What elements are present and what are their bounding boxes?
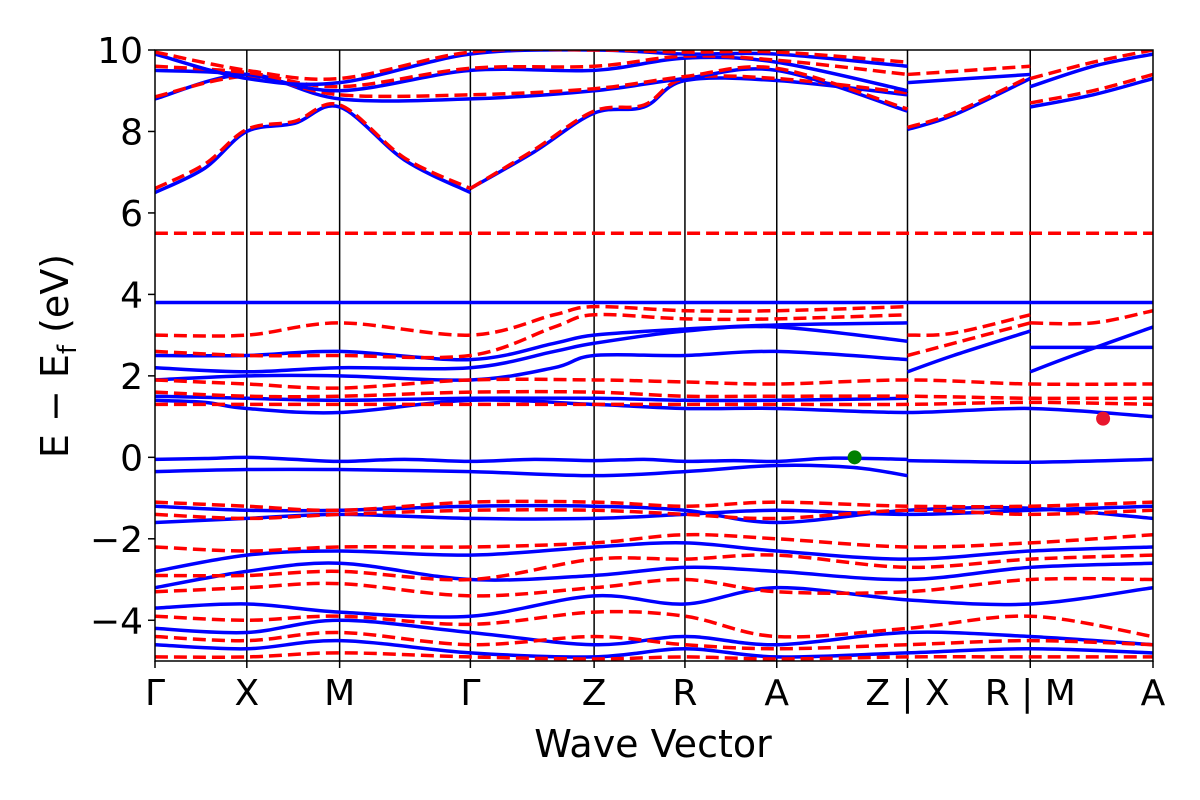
y-tick-label: −4 [90, 601, 143, 642]
spin-up-band [469, 76, 908, 191]
x-tick-label: A [1141, 673, 1166, 714]
y-tick-label: 8 [120, 112, 143, 153]
x-tick-label: M [324, 673, 355, 714]
spin-down-band [155, 532, 1153, 553]
spin-down-band [155, 499, 1153, 513]
spin-up-band [155, 104, 472, 195]
spin-down-band [155, 576, 1153, 598]
x-axis-label: Wave Vector [534, 722, 772, 766]
x-tick-label: Z [582, 673, 607, 714]
y-tick-label: 10 [97, 31, 143, 72]
x-axis-ticks: Γ X M Γ Z R A Z | X R | M A [145, 661, 1166, 714]
spin-down-band [907, 313, 1031, 338]
spin-down-band [1030, 308, 1153, 326]
y-axis-label-subscript: f [53, 344, 83, 354]
spin-up-band [907, 457, 1153, 464]
spin-down-band [155, 312, 908, 360]
plot-frame [154, 49, 1154, 662]
spin-down-band [469, 74, 908, 190]
plot-area [154, 49, 1154, 662]
spin-down-band [155, 651, 1153, 661]
spin-down-band [906, 74, 1032, 130]
spin-down-band [907, 64, 1031, 77]
spin-up-band [155, 394, 908, 403]
y-axis-label: E − Ef (eV) [33, 254, 83, 458]
spin-up-band [155, 638, 1153, 659]
spin-down-band [1029, 50, 1153, 81]
x-tick-label: R [672, 673, 697, 714]
spin-up-band [906, 76, 1032, 132]
y-tick-label: 4 [120, 275, 143, 316]
spin-up-band [906, 329, 1031, 374]
spin-up-band [155, 585, 1153, 619]
x-tick-label: Γ [460, 673, 480, 714]
spin-down-band [155, 630, 1153, 651]
spin-up-band [155, 455, 908, 464]
spin-up-band [155, 349, 908, 382]
y-tick-label: −2 [90, 520, 143, 561]
x-tick-label: X [234, 673, 259, 714]
y-axis-label-main: E − E [33, 354, 77, 458]
y-tick-label: 2 [120, 357, 143, 398]
spin-down-band [155, 389, 1153, 401]
spin-up-band [155, 541, 1153, 574]
spin-down-band [155, 102, 472, 191]
spin-down-band [907, 321, 1031, 358]
x-tick-label: Γ [145, 673, 165, 714]
extremum-markers [847, 411, 1111, 465]
spin-up-band [155, 561, 1153, 590]
x-tick-label: Z | X [865, 673, 949, 714]
y-tick-label: 6 [120, 194, 143, 235]
y-axis-label-unit: (eV) [33, 254, 77, 345]
spin-down-band [155, 65, 909, 111]
spin-down-band [155, 609, 1153, 639]
spin-down-band [155, 553, 1153, 582]
spin-down-band [155, 508, 1153, 521]
spin-down-band [1029, 72, 1153, 105]
spin-up-band [155, 50, 908, 87]
spin-down-band [155, 50, 908, 82]
spin-down-band [155, 377, 1153, 390]
spin-down-band [155, 54, 908, 89]
vbm-marker [847, 450, 862, 465]
cbm-marker [1096, 411, 1111, 426]
spin-down-band [155, 304, 908, 338]
spin-down-band [155, 400, 1153, 407]
spin-up-band [907, 72, 1031, 85]
spin-up-band [1029, 76, 1153, 109]
spin-up-band [155, 321, 908, 362]
y-tick-label: 0 [120, 438, 143, 479]
x-tick-label: A [764, 673, 789, 714]
band-lines [155, 50, 1153, 661]
y-axis-ticks: 10 8 6 4 2 0 −2 −4 [90, 31, 155, 642]
x-tick-label: R | M [985, 673, 1076, 714]
spin-up-band [1029, 325, 1153, 374]
spin-up-band [155, 55, 908, 93]
spin-up-band [1029, 52, 1153, 89]
spin-up-band [155, 463, 908, 478]
